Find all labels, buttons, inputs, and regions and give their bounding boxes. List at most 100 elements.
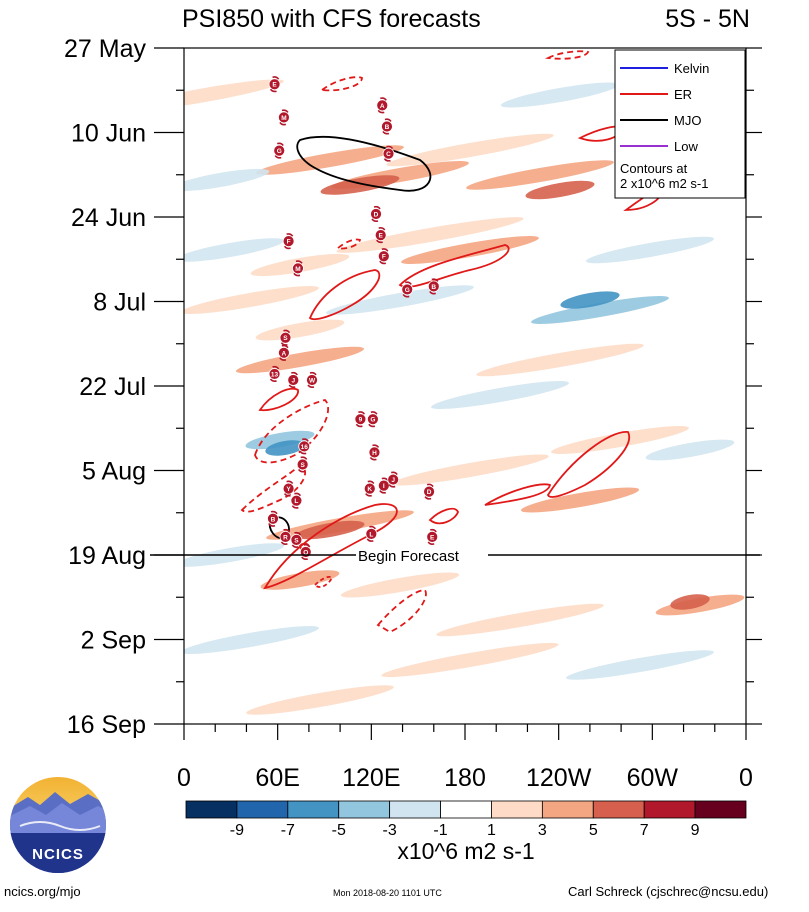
storm-label: H [372,450,377,457]
legend-label: MJO [674,113,701,128]
footer-website: ncics.org/mjo [4,884,81,899]
storm-label: D [374,211,379,218]
storm-marker: K [363,480,376,497]
storm-label: G [370,417,375,424]
storm-marker: E [268,76,281,93]
colorbar-swatch [694,800,747,819]
colorbar-swatch [236,800,289,819]
colorbar-label: 9 [691,822,700,839]
colorbar-label: -3 [383,822,397,839]
storm-label: W [309,377,316,384]
y-tick-label: 24 Jun [71,204,146,232]
y-tick-label: 19 Aug [68,542,146,570]
storm-label: B [385,124,390,131]
storm-label: L [294,498,298,505]
storm-marker: S [290,531,303,548]
storm-marker: B [381,118,393,135]
storm-marker: F [282,233,295,250]
x-tick-label: 60E [255,764,299,792]
colorbar-swatch [185,800,238,819]
colorbar-swatch [338,800,391,819]
storm-label: M [295,266,300,273]
y-tick-label: 16 Sep [67,711,146,739]
legend-label: Kelvin [674,61,709,76]
x-tick-label: 180 [444,764,486,792]
colorbar-label: -9 [230,822,244,839]
storm-marker: A [376,97,389,114]
storm-label: D [427,489,432,496]
legend: Kelvin ER MJO Low Contours at2 x10^6 m2 s-1 [614,49,746,199]
storm-marker: M [278,109,290,126]
storm-label: F [287,239,291,246]
legend-note: Contours at [620,161,688,176]
x-tick-label: 0 [177,764,191,792]
storm-marker: Y [282,480,295,497]
footer-timestamp: Mon 2018-08-20 1101 UTC [333,888,442,898]
storm-marker: J [387,471,400,488]
y-tick-label: 10 Jun [71,120,146,148]
storm-marker: I [377,477,390,494]
storm-label: S [300,462,305,469]
storm-marker: R [279,528,292,545]
storm-label: S [283,335,288,342]
storm-marker: E [426,528,439,545]
colorbar-swatch [491,800,543,819]
x-tick-label: 60W [627,764,679,792]
legend-label: ER [674,87,692,102]
storm-label: E [272,82,277,89]
logo-text: NCICS [32,846,84,863]
storm-marker: W [306,371,318,389]
storm-marker: L [290,492,303,509]
y-tick-label: 22 Jul [79,373,146,401]
x-tick-label: 120E [342,764,400,792]
footer-author: Carl Schreck (cjschrec@ncsu.edu) [568,884,769,899]
storm-label: B [431,284,436,291]
storm-label: 13 [271,371,279,378]
storm-label: 9 [359,417,363,424]
storm-marker: S [279,329,292,346]
colorbar-label: -1 [433,822,447,839]
storm-marker: C [382,145,395,162]
colorbar: -9 -7 -5 -3 -1 1 3 5 7 9 [185,800,747,839]
storm-label: A [380,103,385,110]
x-tick-label: 120W [526,764,592,792]
colorbar-label: -5 [332,822,346,839]
legend-note: 2 x10^6 m2 s-1 [620,176,708,191]
storm-label: I [383,483,385,490]
ncics-logo: NCICS [10,777,106,873]
y-tick-label: 2 Sep [81,627,146,655]
storm-label: J [391,477,395,484]
forecast-label: Begin Forecast [358,548,460,565]
colorbar-label: -7 [281,822,295,839]
x-axis: 0 60E 120E 180 120W 60W 0 [177,724,753,792]
colorbar-swatch [440,800,492,819]
storm-marker: M [292,260,304,277]
storm-label: L [369,531,373,538]
storm-marker: G [273,142,286,159]
storm-marker: G [366,411,379,428]
colorbar-label: 5 [589,822,598,839]
storm-marker: E [374,227,387,244]
storm-label: R [283,534,288,541]
storm-marker: B [427,278,440,295]
region-label: 5S - 5N [665,5,750,33]
storm-marker: J [287,371,300,389]
storm-marker: A [278,344,290,361]
storm-label: G [405,287,410,294]
storm-label: E [379,233,384,240]
storm-marker: 9 [354,411,367,428]
legend-label: Low [674,139,698,154]
storm-marker: G [401,281,414,298]
colorbar-swatch [592,800,645,819]
storm-label: O [303,549,308,556]
storm-label: Y [286,486,291,493]
storm-label: C [386,151,391,158]
storm-label: J [291,377,295,384]
storm-marker: L [365,525,378,542]
storm-label: 16 [301,444,309,451]
storm-label: A [282,350,287,357]
colorbar-label: 7 [640,822,649,839]
y-tick-label: 5 Aug [82,458,146,486]
colorbar-units: x10^6 m2 s-1 [397,838,534,864]
